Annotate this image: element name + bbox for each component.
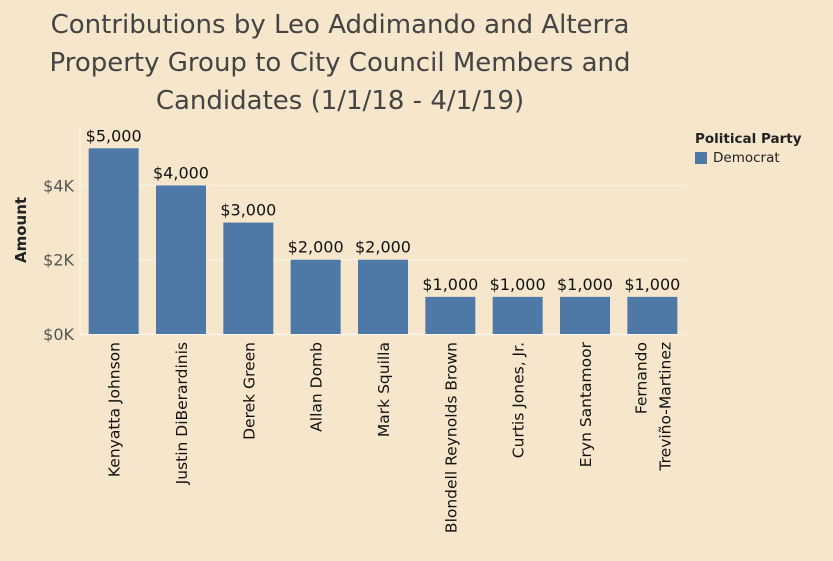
x-tick-label: Fernando: [632, 342, 650, 414]
data-label: $2,000: [288, 238, 344, 257]
x-tick-label: Blondell Reynolds Brown: [442, 342, 460, 533]
bar: [627, 296, 678, 334]
legend-title: Political Party: [695, 131, 802, 147]
bar: [358, 259, 408, 334]
x-tick-label: Allan Domb: [308, 342, 326, 432]
legend: Political Party Democrat: [695, 131, 802, 166]
data-label: $1,000: [490, 275, 546, 294]
data-label: $2,000: [355, 238, 411, 257]
data-label: $4,000: [153, 163, 209, 182]
legend-label: Democrat: [713, 150, 780, 166]
bars: [88, 148, 678, 334]
data-labels: $5,000 $4,000 $3,000 $2,000 $2,000 $1,000 $1,0…: [86, 126, 681, 294]
data-label: $1,000: [624, 275, 680, 294]
chart-title: Contributions by Leo Addimando and Alter…: [20, 6, 660, 120]
data-label: $1,000: [557, 275, 613, 294]
y-tick-label: $0K: [43, 325, 74, 344]
data-label: $3,000: [220, 201, 276, 220]
data-label: $5,000: [86, 126, 142, 145]
bar: [88, 148, 139, 334]
x-tick-label: Derek Green: [240, 342, 258, 440]
bar: [425, 296, 476, 334]
bar: [156, 185, 206, 334]
legend-item: Democrat: [695, 150, 802, 166]
y-axis: $0K $2K $4K Amount: [12, 176, 75, 344]
y-axis-title: Amount: [12, 197, 30, 263]
x-tick-label: Kenyatta Johnson: [106, 342, 124, 477]
y-tick-label: $4K: [43, 176, 74, 195]
y-tick-label: $2K: [43, 251, 74, 270]
x-tick-label: Eryn Santamoor: [577, 341, 595, 467]
chart-title-line: Property Group to City Council Members a…: [49, 48, 631, 78]
bar: [223, 222, 274, 334]
bar: [492, 296, 543, 334]
chart-title-line: Contributions by Leo Addimando and Alter…: [50, 10, 630, 40]
data-label: $1,000: [422, 275, 478, 294]
x-axis: Kenyatta Johnson Justin DiBerardinis Derek…: [106, 341, 675, 533]
x-tick-label: Curtis Jones, Jr.: [510, 342, 528, 458]
x-tick-label: Treviño-Martinez: [656, 342, 674, 472]
x-tick-label: Mark Squilla: [375, 342, 393, 437]
x-tick-label: Justin DiBerardinis: [173, 342, 191, 485]
bar: [290, 259, 341, 334]
legend-swatch: [695, 152, 707, 164]
bar: [560, 296, 610, 334]
chart-title-line: Candidates (1/1/18 - 4/1/19): [155, 86, 525, 116]
